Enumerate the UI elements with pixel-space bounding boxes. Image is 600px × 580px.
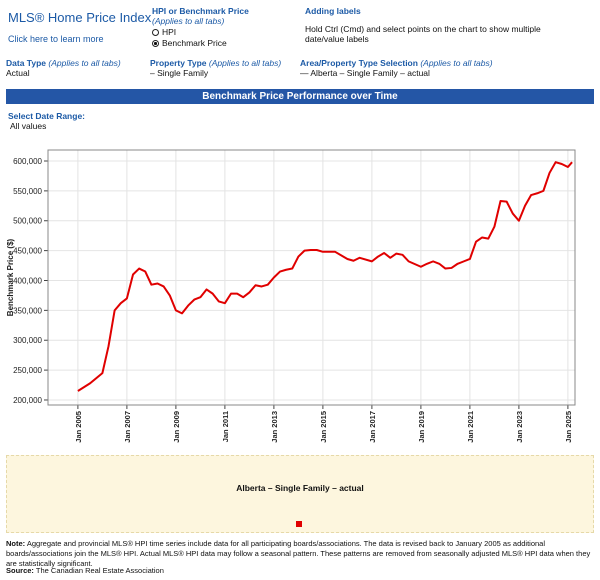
radio-label: HPI: [162, 27, 177, 37]
hpi-note: (Applies to all tabs): [152, 16, 225, 26]
source: Source: The Canadian Real Estate Associa…: [6, 566, 164, 575]
filter-label: Property Type (Applies to all tabs): [150, 58, 281, 68]
filter-label: Area/Property Type Selection (Applies to…: [300, 58, 493, 68]
filter-value[interactable]: – Single Family: [150, 68, 209, 78]
filter-value[interactable]: Actual: [6, 68, 30, 78]
radio-button[interactable]: [152, 40, 159, 48]
legend-label: Alberta – Single Family – actual: [236, 483, 364, 493]
filter-label: Data Type (Applies to all tabs): [6, 58, 121, 68]
filter-note: (Applies to all tabs): [208, 58, 282, 68]
learn-more-link[interactable]: Click here to learn more: [8, 34, 104, 44]
series-line: [77, 161, 573, 392]
x-tick-label: Jan 2013: [270, 411, 279, 443]
y-tick-label: 350,000: [13, 306, 42, 315]
filter-name: Property Type: [150, 58, 207, 68]
filter-name: Area/Property Type Selection: [300, 58, 418, 68]
y-axis-label: Benchmark Price ($): [6, 238, 15, 316]
x-tick-label: Jan 2021: [466, 411, 475, 443]
note: Note: Aggregate and provincial MLS® HPI …: [6, 539, 594, 569]
section-banner: Benchmark Price Performance over Time: [6, 89, 594, 104]
labels-text: Hold Ctrl (Cmd) and select points on the…: [305, 24, 541, 44]
y-tick-label: 400,000: [13, 276, 42, 285]
legend-box: [6, 455, 594, 533]
date-range-value[interactable]: All values: [10, 121, 47, 131]
x-tick-label: Jan 2011: [221, 411, 230, 442]
labels-title: Adding labels: [305, 6, 361, 16]
filter-value[interactable]: — Alberta – Single Family – actual: [300, 68, 430, 78]
x-tick-label: Jan 2005: [74, 411, 83, 443]
radio-button[interactable]: [152, 29, 159, 37]
y-tick-label: 450,000: [13, 247, 42, 256]
filter-name: Data Type: [6, 58, 46, 68]
x-tick-label: Jan 2017: [368, 411, 377, 443]
radio-benchmark[interactable]: Benchmark Price: [152, 38, 227, 48]
plot-frame: [47, 149, 576, 406]
y-tick-label: 500,000: [13, 217, 42, 226]
y-tick-label: 200,000: [13, 396, 42, 405]
x-tick-label: Jan 2015: [319, 411, 328, 443]
source-label: Source:: [6, 566, 34, 575]
x-tick-label: Jan 2023: [515, 411, 524, 443]
y-tick-label: 250,000: [13, 366, 42, 375]
chart: 200,000 250,000 300,000 350,000 400,000 450,0…: [6, 149, 576, 443]
y-tick-label: 600,000: [13, 157, 42, 166]
filter-note: (Applies to all tabs): [420, 58, 493, 68]
x-tick-label: Jan 2025: [564, 411, 573, 443]
x-tick-label: Jan 2007: [123, 411, 132, 443]
app-title: MLS® Home Price Index: [8, 10, 152, 25]
radio-label: Benchmark Price: [162, 38, 227, 48]
x-tick-label: Jan 2019: [417, 411, 426, 443]
note-text: Aggregate and provincial MLS® HPI time s…: [6, 539, 591, 568]
x-tick-label: Jan 2009: [172, 411, 181, 443]
date-range-label: Select Date Range:: [8, 111, 85, 121]
hpi-title: HPI or Benchmark Price: [152, 6, 249, 16]
y-tick-label: 300,000: [13, 336, 42, 345]
note-label: Note:: [6, 539, 26, 548]
legend-swatch[interactable]: [296, 521, 302, 527]
filter-note: (Applies to all tabs): [48, 58, 121, 68]
source-text: The Canadian Real Estate Association: [35, 566, 164, 575]
radio-hpi[interactable]: HPI: [152, 27, 176, 37]
y-tick-label: 550,000: [13, 187, 42, 196]
